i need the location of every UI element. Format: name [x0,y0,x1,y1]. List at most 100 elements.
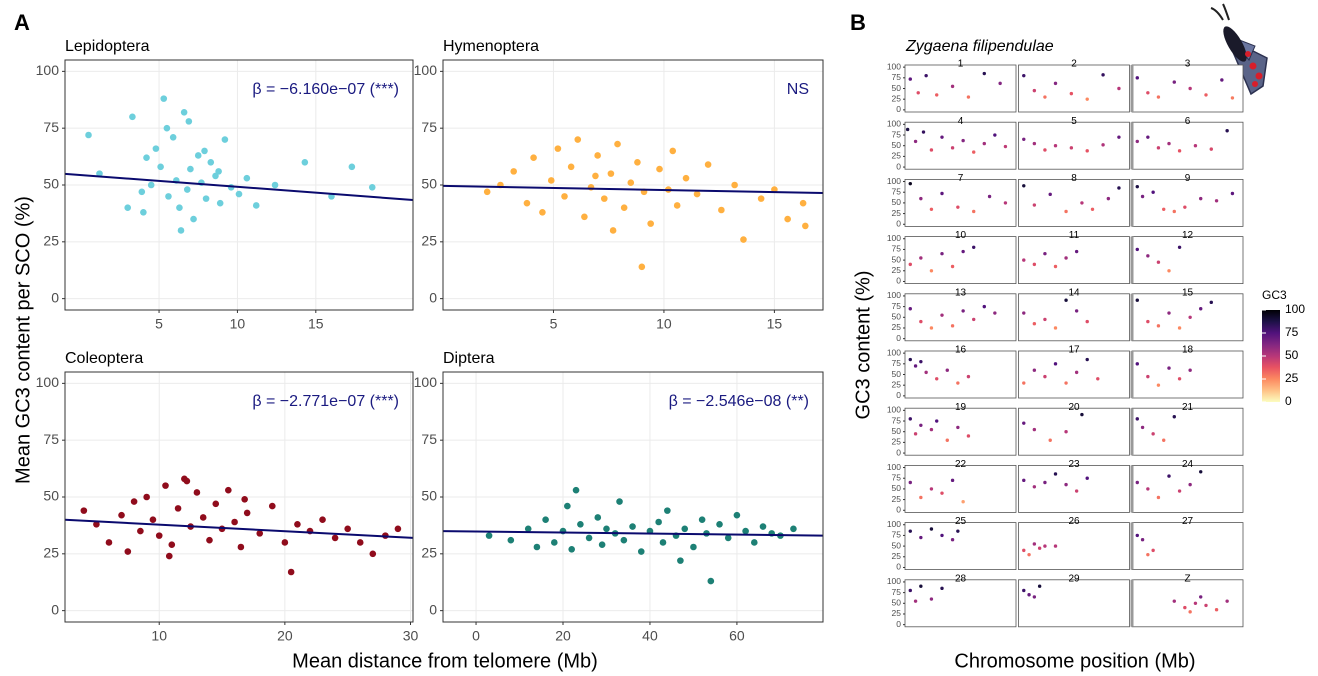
data-point [609,227,617,234]
y-tick-label: 25 [892,494,902,504]
y-tick-label: 0 [896,390,901,400]
data-point [929,207,934,212]
facet-title: 12 [1182,230,1194,241]
data-point [664,507,671,514]
data-point [1140,194,1145,199]
data-point [1167,366,1171,370]
data-point [256,530,264,537]
data-point [908,307,912,311]
facet-background [904,522,1017,570]
data-point [1053,544,1058,548]
facet-title: 18 [1182,345,1194,356]
data-point [919,584,923,588]
y-tick-label: 25 [892,322,902,332]
antenna [1222,3,1230,21]
y-tick-label: 75 [43,119,59,135]
data-point [790,525,797,533]
data-point [950,537,955,542]
data-point [1032,485,1037,489]
annotation: β = −6.160e−07 (***) [252,81,399,98]
y-tick-label: 75 [892,244,902,254]
panel-label: B [850,10,866,35]
legend-label: 100 [1285,302,1305,316]
data-point [982,304,986,309]
data-point [539,208,546,216]
data-point [620,536,628,544]
data-point [1214,608,1219,612]
data-point [929,527,934,531]
data-point [1032,141,1037,146]
plot-border [442,371,824,623]
data-point [165,552,173,560]
data-point [1135,480,1139,485]
data-point [908,529,912,533]
data-point [1053,472,1058,476]
y-tick-label: 75 [892,186,902,196]
data-point [1156,383,1161,387]
facet-title: 29 [1068,573,1080,584]
y-tick-label: 100 [887,519,901,529]
data-point [1225,129,1229,133]
data-point [1032,542,1037,546]
y-tick-label: 75 [421,119,437,135]
panel-title: Zygaena filipendulae [905,38,1054,55]
data-point [1188,86,1192,91]
data-point [614,140,621,148]
x-tick-label: 15 [767,316,783,332]
data-point [655,518,662,526]
data-point [1135,76,1139,80]
data-point [913,599,918,603]
y-tick-label: 50 [43,176,59,192]
data-point [1167,311,1171,315]
legend-title: GC3 [1262,288,1287,302]
data-point [85,131,92,139]
trend-line [442,530,824,537]
data-point [647,220,654,227]
data-point [485,532,493,539]
y-tick-label: 0 [429,601,437,617]
data-point [155,532,163,539]
data-point [929,269,934,273]
data-point [157,163,164,171]
data-point [152,145,160,152]
facet-background [1131,236,1244,285]
antenna [1210,7,1224,21]
facet-title: 21 [1182,402,1194,413]
data-point [929,148,934,152]
data-point [940,313,944,317]
y-tick-label: 100 [887,119,901,129]
data-point [919,319,923,324]
data-point [1090,207,1095,212]
data-point [682,174,690,182]
data-point [1188,368,1192,372]
legend-label: 25 [1285,371,1299,385]
x-tick-label: 0 [472,628,480,644]
data-point [784,215,791,223]
data-point [235,190,243,198]
facet-title: 22 [955,459,967,470]
data-point [129,113,136,121]
data-point [344,525,351,533]
data-point [742,527,749,535]
data-point [1167,474,1171,478]
x-tick-label: 40 [642,628,658,644]
y-tick-label: 100 [887,233,901,243]
data-point [1032,88,1037,93]
y-tick-label: 100 [887,347,901,357]
data-point [176,204,183,212]
y-tick-label: 100 [887,290,901,300]
facet-title: 24 [1182,459,1194,470]
data-point [561,193,568,200]
facet-title: 6 [1185,116,1191,127]
data-point [919,495,923,500]
data-point [620,204,628,212]
data-point [751,539,758,546]
data-point [908,357,912,362]
y-tick-label: 100 [887,176,901,186]
data-point [1022,258,1026,262]
data-point [368,183,376,191]
y-tick-label: 0 [51,601,59,617]
data-point [594,514,602,521]
data-point [1074,249,1079,254]
data-point [1003,201,1008,205]
